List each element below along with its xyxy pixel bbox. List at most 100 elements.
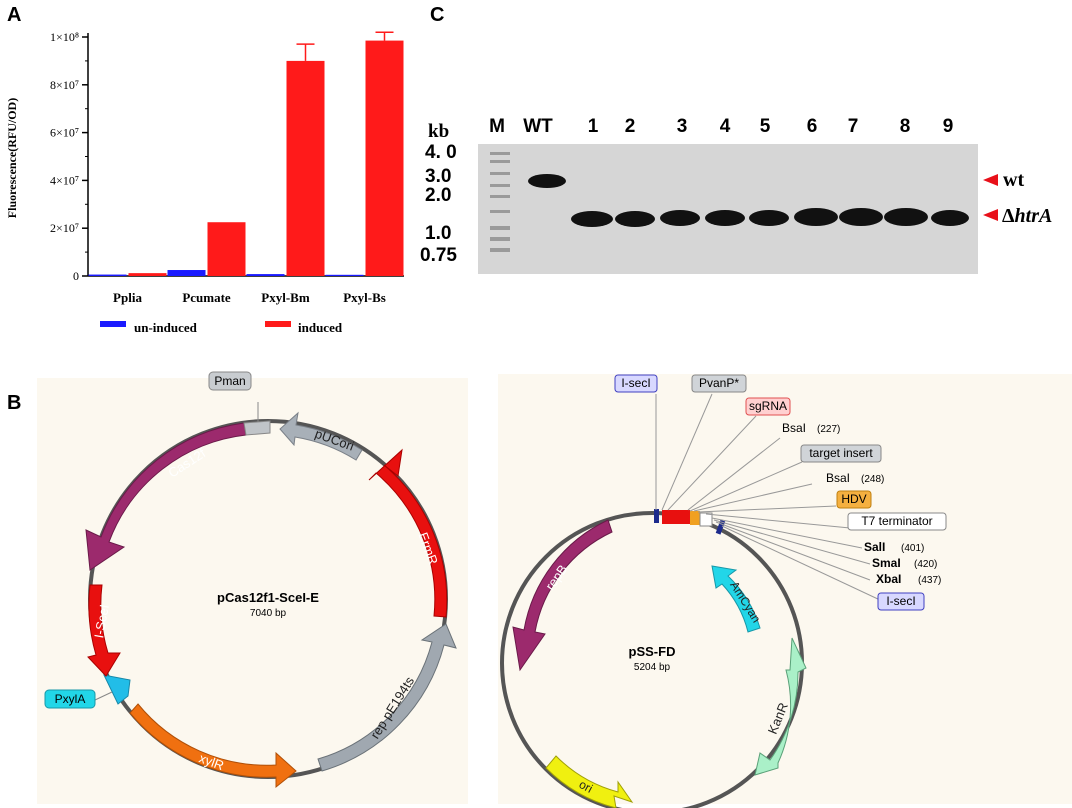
annotation-label: SalI bbox=[864, 540, 885, 554]
pxyla-feature bbox=[103, 674, 131, 705]
bar-uninduced bbox=[325, 274, 364, 276]
panel-label-b: B bbox=[7, 392, 22, 414]
i-seci-site-mark bbox=[654, 509, 659, 523]
legend-label-uninduced: un-induced bbox=[134, 320, 198, 335]
annotation-box-i-seci bbox=[614, 374, 658, 393]
gel-figure: kb 4. 0 3.0 2.0 1.0 0.75 M WT 1 2 3 4 5 … bbox=[420, 116, 1052, 274]
annotation-box-pvanp bbox=[691, 374, 747, 393]
bar-induced bbox=[128, 273, 167, 276]
annotation-label: target insert bbox=[809, 446, 873, 460]
plasmid-maps: Pman PxylA Cas12f pUCori ErmR rep pE194t… bbox=[37, 371, 1072, 808]
ori-feature bbox=[545, 755, 634, 808]
annotation-label: HDV bbox=[841, 492, 866, 506]
y-tick-label: 1×10⁸ bbox=[50, 30, 79, 44]
annotation-label: sgRNA bbox=[749, 399, 787, 413]
y-tick-label: 0 bbox=[73, 269, 79, 283]
feature-label: ori bbox=[577, 777, 595, 796]
gel-band-lane-9 bbox=[931, 210, 969, 226]
x-tick-label: Pxyl-Bm bbox=[261, 290, 310, 305]
y-tick-label: 2×10⁷ bbox=[50, 221, 79, 235]
pxyla-callout-label: PxylA bbox=[55, 692, 86, 706]
hdv-block bbox=[690, 511, 700, 525]
plasmid1-size: 7040 bp bbox=[250, 608, 287, 619]
annotation-position: (401) bbox=[901, 543, 924, 554]
bar-induced bbox=[286, 60, 325, 277]
lane-label: 2 bbox=[625, 116, 636, 137]
bar-induced bbox=[207, 222, 246, 276]
x-tick-label: Pcumate bbox=[182, 290, 231, 305]
pman-callout bbox=[208, 371, 252, 391]
gel-band-lane-6 bbox=[794, 208, 838, 226]
plasmid1-background bbox=[37, 378, 468, 804]
legend-swatch-induced bbox=[265, 321, 291, 327]
gel-band-lane-5 bbox=[749, 210, 789, 226]
legend-swatch-uninduced bbox=[100, 321, 126, 327]
annotation-label: T7 terminator bbox=[861, 514, 932, 528]
y-tick-label: 8×10⁷ bbox=[50, 78, 79, 92]
ermr-feature bbox=[368, 448, 448, 618]
lane-label: 3 bbox=[677, 116, 688, 137]
y-tick-label: 4×10⁷ bbox=[50, 173, 79, 187]
annotation-lines bbox=[655, 393, 881, 601]
bar-induced bbox=[365, 40, 404, 277]
bar-uninduced bbox=[88, 274, 127, 276]
repb-feature bbox=[512, 519, 613, 672]
wt-marker-arrow bbox=[983, 174, 998, 186]
gel-band-lane-1 bbox=[571, 211, 613, 227]
lane-label: M bbox=[489, 116, 505, 137]
sgrna-block bbox=[662, 510, 690, 524]
ladder-bands bbox=[490, 152, 510, 252]
gel-image bbox=[478, 144, 978, 274]
pman-callout-label: Pman bbox=[214, 374, 245, 388]
annotation-label: I-secI bbox=[886, 594, 915, 608]
plasmid1-name: pCas12f1-SceI-E bbox=[217, 590, 319, 605]
lane-label: 7 bbox=[848, 116, 859, 137]
annotation-position: (420) bbox=[914, 559, 937, 570]
ladder-label: 1.0 bbox=[425, 223, 451, 244]
mutant-marker-arrow bbox=[983, 209, 998, 221]
pucori-feature bbox=[279, 411, 363, 461]
annotation-position: (437) bbox=[918, 575, 941, 586]
gel-band-lane-7 bbox=[839, 208, 883, 226]
lane-label: 1 bbox=[588, 116, 599, 137]
lane-label: 9 bbox=[943, 116, 954, 137]
ladder-label: 4. 0 bbox=[425, 142, 457, 163]
gel-band-lane-2 bbox=[615, 211, 655, 227]
annotation-label: PvanP* bbox=[699, 376, 739, 390]
pman-feature bbox=[243, 420, 271, 436]
annotation-box-t7-terminator bbox=[847, 512, 947, 531]
feature-label: I-SceI bbox=[91, 603, 112, 639]
bar-chart: 0 2×10⁷ 4×10⁷ 6×10⁷ 8×10⁷ 1×10⁸ Pplia Pcumate Px… bbox=[5, 30, 404, 335]
i-scei-feature bbox=[87, 584, 121, 677]
i-seci-site-mark-2 bbox=[715, 519, 726, 535]
lane-label: 4 bbox=[720, 116, 731, 137]
lane-label: 6 bbox=[807, 116, 818, 137]
t7-terminator-block bbox=[699, 512, 713, 527]
panel-label-c: C bbox=[430, 4, 445, 26]
pxyla-callout bbox=[44, 689, 96, 709]
x-tick-label: Pxyl-Bs bbox=[343, 290, 386, 305]
pxyla-callout-line bbox=[94, 691, 113, 701]
y-axis-label: Fluorescence(RFU/OD) bbox=[5, 98, 19, 218]
annotation-label: SmaI bbox=[872, 556, 901, 570]
x-tick-label: Pplia bbox=[113, 290, 142, 305]
cas12f-feature bbox=[85, 422, 247, 571]
rep-pe194ts-feature bbox=[317, 623, 457, 772]
lane-label: 5 bbox=[760, 116, 771, 137]
annotation-box-target-insert bbox=[800, 444, 882, 463]
annotation-label: BsaI bbox=[782, 421, 806, 435]
bar-uninduced bbox=[167, 270, 206, 276]
annotation-label: I-secI bbox=[621, 376, 650, 390]
annotation-position: (248) bbox=[861, 474, 884, 485]
legend-label-induced: induced bbox=[298, 320, 343, 335]
plasmid2-name: pSS-FD bbox=[629, 644, 676, 659]
gel-unit-label: kb bbox=[428, 121, 449, 142]
annotation-box-i-seci-2 bbox=[877, 592, 925, 611]
plasmid2-size: 5204 bp bbox=[634, 662, 671, 673]
annotation-box-sgrna bbox=[745, 397, 791, 416]
lane-label: 8 bbox=[900, 116, 911, 137]
y-tick-label: 6×10⁷ bbox=[50, 126, 79, 140]
gel-band-lane-8 bbox=[884, 208, 928, 226]
xylr-feature bbox=[129, 703, 297, 789]
amcyan-feature bbox=[711, 565, 761, 633]
